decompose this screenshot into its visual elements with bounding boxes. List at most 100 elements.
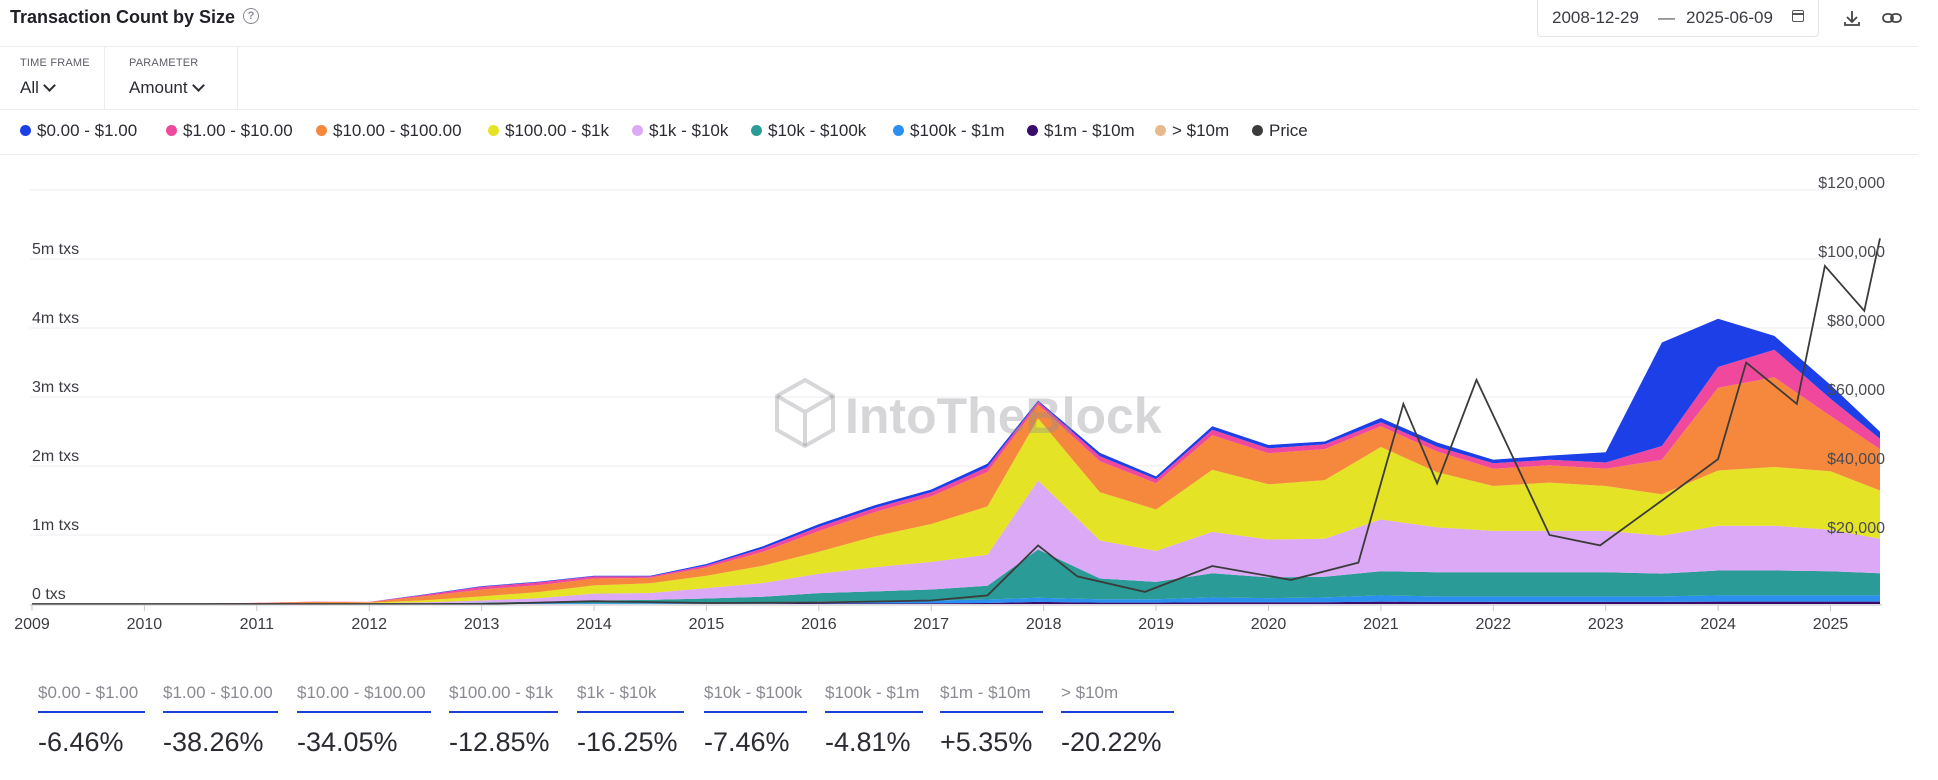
legend-dot	[488, 125, 499, 136]
x-tick-label: 2013	[464, 616, 500, 633]
x-tick-label: 2019	[1138, 616, 1174, 633]
help-icon[interactable]: ?	[243, 8, 259, 24]
page-title: Transaction Count by Size	[10, 7, 236, 27]
legend-item[interactable]: $100.00 - $1k	[488, 121, 609, 141]
legend-item[interactable]: $1k - $10k	[632, 121, 728, 141]
x-axis: 2009 2010 2011 2012 2013 2014 2015 2016 2017 2018…	[14, 604, 1882, 633]
legend-item[interactable]: $100k - $1m	[893, 121, 1005, 141]
stat-label[interactable]: $1k - $10k	[577, 675, 684, 713]
stat-label[interactable]: $1m - $10m	[940, 675, 1043, 713]
x-tick-label: 2022	[1476, 616, 1512, 633]
area-series	[32, 595, 1880, 604]
y-right-tick-label: $60,000	[1827, 382, 1885, 399]
stat-item: $0.00 - $1.00 -6.46%	[38, 675, 145, 758]
legend-dot	[1027, 125, 1038, 136]
price-series-line	[32, 238, 1881, 605]
y-left-tick-label: 0 txs	[32, 586, 66, 603]
link-icon[interactable]	[1881, 8, 1903, 28]
stat-value: -4.81%	[825, 727, 911, 757]
x-tick-label: 2016	[801, 616, 837, 633]
y-left-tick-label: 3m txs	[32, 379, 79, 396]
x-tick-label: 2023	[1588, 616, 1624, 633]
stat-label[interactable]: $10k - $100k	[704, 675, 807, 713]
timeframe-control[interactable]: TIME FRAME All	[0, 47, 105, 109]
parameter-control[interactable]: PARAMETER Amount	[105, 47, 238, 109]
legend-item[interactable]: $0.00 - $1.00	[20, 121, 137, 141]
stat-item: $1.00 - $10.00 -38.26%	[163, 675, 278, 758]
x-tick-label: 2012	[351, 616, 387, 633]
y-right-tick-label: $100,000	[1818, 244, 1885, 261]
legend-dot	[632, 125, 643, 136]
legend-item[interactable]: $10.00 - $100.00	[316, 121, 462, 141]
stat-label[interactable]: $100k - $1m	[825, 675, 923, 713]
legend-label: $10.00 - $100.00	[333, 121, 462, 140]
x-tick-label: 2015	[689, 616, 725, 633]
chevron-down-icon	[43, 79, 56, 92]
legend-label: > $10m	[1172, 121, 1230, 140]
date-separator: —	[1658, 8, 1675, 27]
controls-bar: TIME FRAME All PARAMETER Amount	[0, 47, 1918, 110]
legend-dot	[1252, 125, 1263, 136]
chart-legend: $0.00 - $1.00 $1.00 - $10.00 $10.00 - $1…	[0, 110, 1918, 155]
legend-label: $1m - $10m	[1044, 121, 1135, 140]
stat-label[interactable]: $0.00 - $1.00	[38, 675, 145, 713]
stat-item: $10.00 - $100.00 -34.05%	[297, 675, 431, 758]
area-series	[32, 480, 1880, 604]
legend-item[interactable]: > $10m	[1155, 121, 1229, 141]
stat-value: -7.46%	[704, 727, 790, 757]
stats-row: $0.00 - $1.00 -6.46% $1.00 - $10.00 -38.26…	[0, 675, 1938, 775]
x-tick-label: 2014	[576, 616, 612, 633]
legend-label: $0.00 - $1.00	[37, 121, 138, 140]
stat-value: -16.25%	[577, 727, 678, 757]
y-left-tick-label: 5m txs	[32, 241, 79, 258]
stat-item: $100k - $1m -4.81%	[825, 675, 923, 758]
x-tick-label: 2010	[127, 616, 163, 633]
stat-label[interactable]: $100.00 - $1k	[449, 675, 558, 713]
header-bar: Transaction Count by Size ? 2008-12-29 —…	[0, 0, 1918, 47]
legend-dot	[20, 125, 31, 136]
legend-dot	[751, 125, 762, 136]
stat-value: -6.46%	[38, 727, 124, 757]
legend-item[interactable]: Price	[1252, 121, 1308, 141]
parameter-value: Amount	[129, 78, 188, 97]
area-series	[32, 601, 1880, 604]
stat-value: +5.35%	[940, 727, 1033, 757]
stat-label[interactable]: $1.00 - $10.00	[163, 675, 278, 713]
legend-label: $100.00 - $1k	[505, 121, 609, 140]
chart-plot-area: IntoTheBlock 0 txs 1m txs 2m txs 3m txs 4m t…	[14, 175, 1885, 633]
legend-label: $100k - $1m	[910, 121, 1005, 140]
legend-item[interactable]: $10k - $100k	[751, 121, 866, 141]
stat-label[interactable]: $10.00 - $100.00	[297, 675, 431, 713]
area-series	[32, 377, 1880, 604]
legend-label: Price	[1269, 121, 1308, 140]
y-left-tick-label: 4m txs	[32, 310, 79, 327]
stat-item: > $10m -20.22%	[1061, 675, 1174, 758]
legend-item[interactable]: $1.00 - $10.00	[166, 121, 293, 141]
calendar-icon[interactable]	[1792, 10, 1804, 22]
date-end[interactable]: 2025-06-09	[1686, 8, 1773, 27]
legend-label: $1.00 - $10.00	[183, 121, 293, 140]
legend-dot	[1155, 125, 1166, 136]
stat-label[interactable]: > $10m	[1061, 675, 1174, 713]
x-tick-label: 2017	[913, 616, 949, 633]
timeframe-select[interactable]: All	[20, 78, 56, 98]
legend-label: $1k - $10k	[649, 121, 729, 140]
download-icon[interactable]	[1842, 8, 1862, 28]
stacked-areas	[32, 318, 1880, 604]
date-start[interactable]: 2008-12-29	[1552, 8, 1639, 27]
area-series	[32, 418, 1880, 604]
stat-item: $1k - $10k -16.25%	[577, 675, 684, 758]
legend-item[interactable]: $1m - $10m	[1027, 121, 1135, 141]
legend-dot	[316, 125, 327, 136]
watermark-text: IntoTheBlock	[845, 388, 1162, 444]
y-left-tick-label: 1m txs	[32, 517, 79, 534]
x-tick-label: 2018	[1026, 616, 1062, 633]
x-tick-label: 2021	[1363, 616, 1399, 633]
stat-value: -34.05%	[297, 727, 398, 757]
date-range-picker[interactable]: 2008-12-29 — 2025-06-09	[1537, 0, 1819, 37]
stat-value: -20.22%	[1061, 727, 1162, 757]
watermark: IntoTheBlock	[775, 377, 1162, 449]
chevron-down-icon	[191, 79, 205, 92]
parameter-select[interactable]: Amount	[129, 78, 205, 98]
